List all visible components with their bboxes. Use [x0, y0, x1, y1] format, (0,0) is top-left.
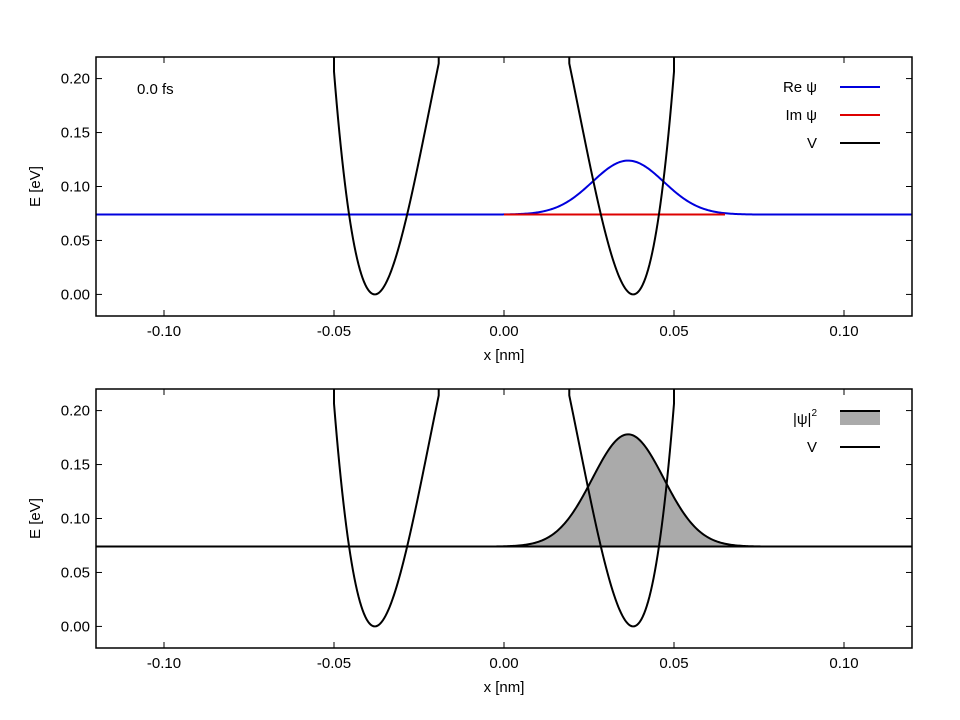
x-tick-label: -0.05 [317, 323, 351, 340]
x-tick-label: -0.10 [147, 655, 181, 672]
top-plot-area [96, 57, 912, 296]
bottom-x-ticks: -0.10 -0.05 0.00 0.05 0.10 [147, 389, 859, 672]
y-tick-label: 0.05 [61, 564, 90, 581]
legend-v-label: V [807, 135, 817, 152]
y-tick-label: 0.10 [61, 511, 90, 528]
y-tick-label: 0.20 [61, 403, 90, 420]
top-x-axis-label: x [nm] [484, 347, 525, 364]
bottom-y-ticks: 0.00 0.05 0.10 0.15 0.20 [61, 403, 912, 635]
y-tick-label: 0.10 [61, 179, 90, 196]
legend-re-psi-label: Re ψ [783, 79, 817, 96]
x-tick-label: 0.05 [659, 655, 688, 672]
top-legend: Re ψ Im ψ V [783, 79, 880, 152]
legend-density-exponent: 2 [811, 408, 817, 419]
top-y-axis-label: E [eV] [27, 166, 44, 207]
top-panel: -0.10 -0.05 0.00 0.05 0.10 0.000.050.100.150… [27, 56, 913, 364]
x-tick-label: 0.00 [489, 323, 518, 340]
potential-line [333, 57, 675, 296]
y-tick-label: 0.00 [61, 286, 90, 303]
top-y-ticks: 0.00 0.05 0.10 0.15 0.20 [61, 71, 912, 303]
y-tick-label: 0.00 [61, 618, 90, 635]
legend-density-swatch [840, 411, 880, 425]
density-fill [449, 434, 806, 547]
legend-im-psi-label: Im ψ [785, 107, 817, 124]
legend-density-name: |ψ| [793, 411, 812, 428]
x-tick-label: 0.10 [829, 323, 858, 340]
y-tick-label: 0.05 [61, 232, 90, 249]
y-tick-label: 0.15 [61, 125, 90, 142]
legend-v-label: V [807, 439, 817, 456]
bottom-plot-area [96, 389, 912, 628]
x-tick-label: 0.10 [829, 655, 858, 672]
time-label: 0.0 fs [137, 81, 174, 98]
y-tick-label: 0.15 [61, 457, 90, 474]
bottom-panel: -0.10 -0.05 0.00 0.05 0.10 0.000.050.100.150… [27, 388, 913, 696]
x-tick-label: 0.00 [489, 655, 518, 672]
top-x-ticks: -0.10 -0.05 0.00 0.05 0.10 [147, 57, 859, 340]
x-tick-label: -0.10 [147, 323, 181, 340]
legend-density-label: |ψ|2 [793, 408, 818, 428]
y-tick-label: 0.20 [61, 71, 90, 88]
x-tick-label: -0.05 [317, 655, 351, 672]
bottom-x-axis-label: x [nm] [484, 679, 525, 696]
potential-line [333, 389, 675, 628]
bottom-y-axis-label: E [eV] [27, 498, 44, 539]
bottom-legend: |ψ|2 V [793, 408, 880, 456]
x-tick-label: 0.05 [659, 323, 688, 340]
